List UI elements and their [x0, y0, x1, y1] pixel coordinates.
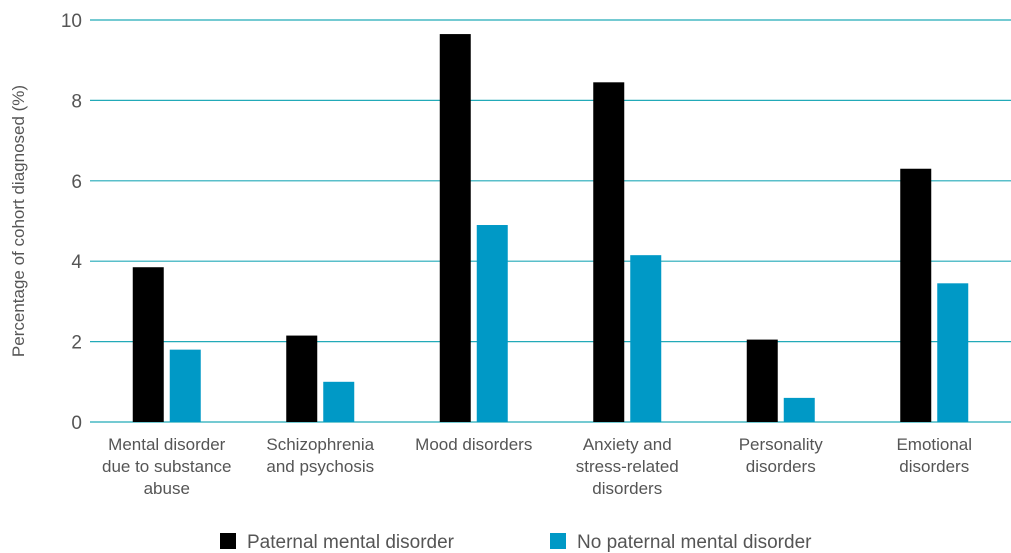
- y-tick-label: 2: [71, 333, 82, 354]
- bar-paternal: [593, 82, 625, 422]
- y-tick-labels: 0 2 4 6 8 10: [61, 11, 83, 434]
- bars: [132, 34, 969, 422]
- category-labels: Mental disorder due to substance abuse Schi…: [102, 435, 972, 498]
- category-label: Emotional disorders: [896, 435, 972, 476]
- y-tick-label: 6: [71, 172, 82, 193]
- category-label: Schizophrenia and psychosis: [266, 435, 374, 476]
- category-label: Personality disorders: [739, 435, 824, 476]
- category-label: Mental disorder due to substance abuse: [102, 435, 231, 498]
- category-label: Anxiety and stress-related disorders: [576, 435, 679, 498]
- bar-no-paternal: [476, 225, 508, 422]
- legend: Paternal mental disorder No paternal ment…: [220, 532, 812, 553]
- bar-paternal: [286, 335, 318, 422]
- bar-paternal: [132, 267, 164, 422]
- bar-paternal: [439, 34, 471, 422]
- y-tick-label: 0: [71, 413, 82, 434]
- category-label: Mood disorders: [415, 435, 532, 454]
- legend-swatch: [550, 533, 566, 549]
- bar-paternal: [900, 168, 932, 422]
- bar-no-paternal: [630, 255, 662, 422]
- legend-label: Paternal mental disorder: [247, 532, 455, 553]
- bar-no-paternal: [169, 349, 201, 422]
- bar-no-paternal: [937, 283, 969, 422]
- y-axis-title: Percentage of cohort diagnosed (%): [9, 85, 28, 357]
- grid-lines: [90, 19, 1011, 423]
- bar-no-paternal: [323, 381, 355, 422]
- y-tick-label: 4: [71, 252, 82, 273]
- legend-swatch: [220, 533, 236, 549]
- bar-no-paternal: [783, 397, 815, 422]
- bar-paternal: [746, 339, 778, 422]
- legend-label: No paternal mental disorder: [577, 532, 812, 553]
- y-tick-label: 10: [61, 11, 82, 32]
- y-tick-label: 8: [71, 91, 82, 112]
